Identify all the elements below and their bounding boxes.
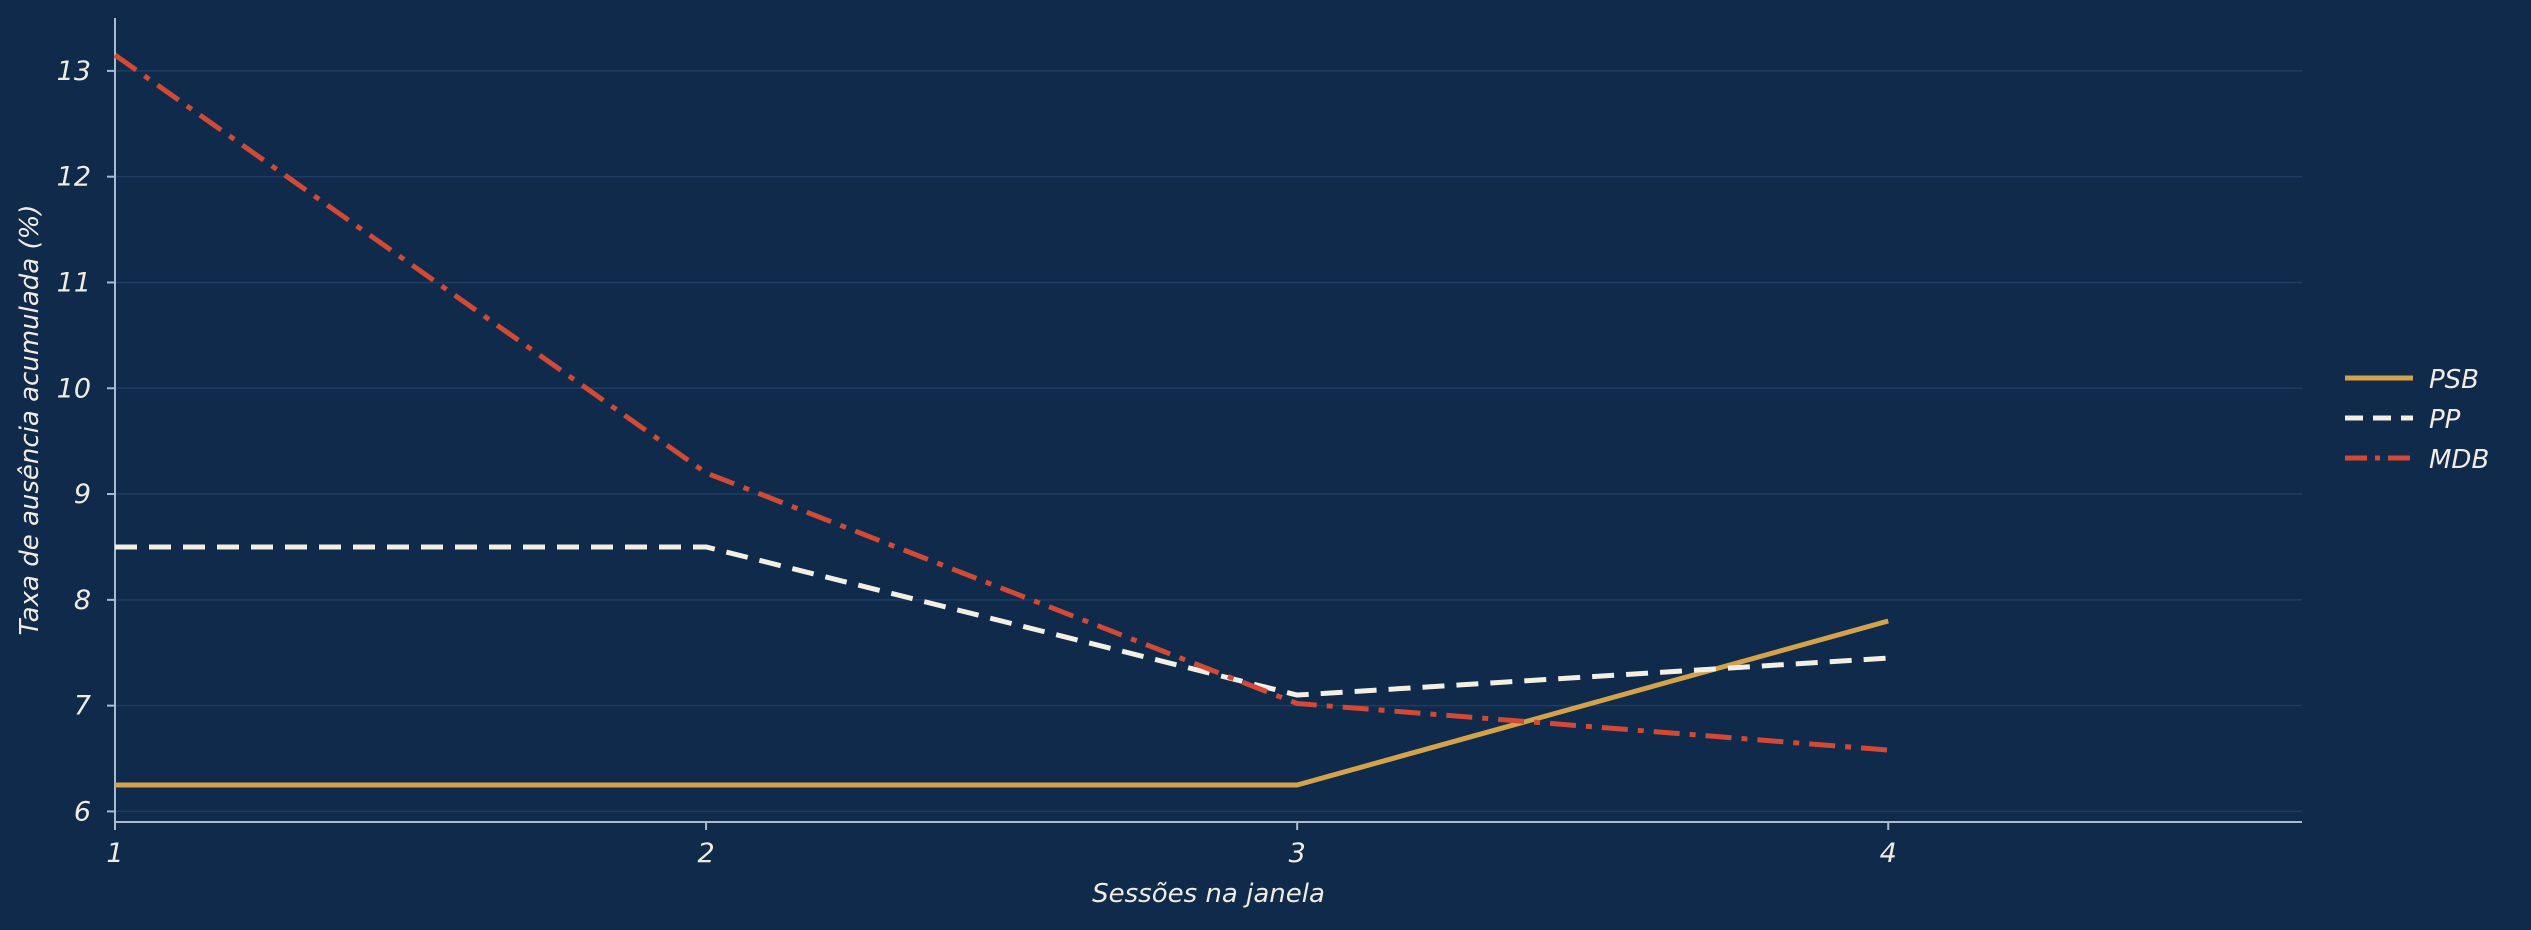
grid-lines (115, 70, 2302, 813)
series-line-pp (115, 544, 1889, 698)
x-tick-label: 3 (1289, 838, 1306, 869)
y-tick-label: 6 (74, 796, 91, 827)
legend-label: MDB (2429, 445, 2489, 475)
legend: PSB PP MDB (2345, 365, 2489, 475)
legend-label: PP (2429, 405, 2461, 435)
y-axis-ticks: 6 7 8 9 10 11 12 13 (57, 56, 115, 827)
y-axis-label: Taxa de ausência acumulada (%) (15, 205, 45, 636)
x-axis-label: Sessões na janela (1092, 879, 1325, 909)
x-tick-label: 4 (1880, 838, 1897, 869)
y-tick-label: 13 (57, 56, 91, 87)
y-tick-label: 11 (57, 267, 91, 298)
series-line-mdb (113, 52, 1889, 753)
y-tick-label: 7 (74, 691, 91, 722)
y-tick-label: 10 (57, 373, 91, 404)
x-tick-label: 2 (697, 838, 714, 869)
x-tick-label: 1 (106, 838, 123, 869)
x-axis-ticks: 1 2 3 4 (106, 822, 1897, 869)
series-line-psb (115, 618, 1889, 788)
y-tick-label: 9 (74, 479, 91, 510)
y-tick-label: 8 (74, 585, 91, 616)
y-tick-label: 12 (57, 162, 91, 193)
legend-label: PSB (2429, 365, 2479, 395)
series-lines (113, 52, 1889, 788)
